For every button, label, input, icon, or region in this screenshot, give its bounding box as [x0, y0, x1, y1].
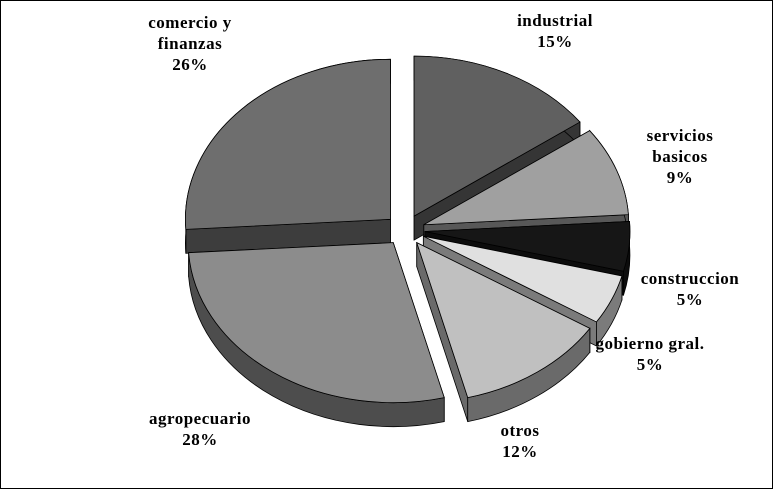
slice [185, 58, 391, 254]
slice-name: agropecuario [148, 409, 251, 428]
slice-top [423, 235, 623, 323]
slice-top [185, 58, 391, 230]
slice-value: 5% [636, 355, 664, 374]
slice-label: comercio y finanzas 26% [115, 12, 265, 75]
slice-label: servicios basicos 9% [620, 125, 740, 188]
slice-name: construccion [640, 269, 740, 288]
slice-name: otros [500, 421, 540, 440]
slice-top [423, 130, 629, 226]
slice-label: otros 12% [470, 420, 570, 462]
slice-name: servicios basicos [646, 126, 714, 166]
slice-name: gobierno gral. [595, 334, 705, 353]
slice-name: industrial [517, 11, 593, 30]
slice-top [188, 242, 445, 403]
slice-label: industrial 15% [485, 10, 625, 52]
slice-value: 12% [502, 442, 538, 461]
slice [416, 241, 591, 423]
slice-value: 5% [676, 290, 704, 309]
slice-top [416, 241, 591, 399]
slice-label: gobierno gral. 5% [575, 333, 725, 375]
slice-label: agropecuario 28% [120, 408, 280, 450]
slice-top [413, 55, 581, 217]
slice-value: 26% [172, 55, 208, 74]
slice-top [424, 221, 631, 272]
slice [188, 242, 445, 427]
slice-value: 28% [182, 430, 218, 449]
slice-value: 15% [537, 32, 573, 51]
slice-label: construccion 5% [625, 268, 755, 310]
slice-value: 9% [666, 168, 694, 187]
slice-name: comercio y finanzas [148, 13, 232, 53]
